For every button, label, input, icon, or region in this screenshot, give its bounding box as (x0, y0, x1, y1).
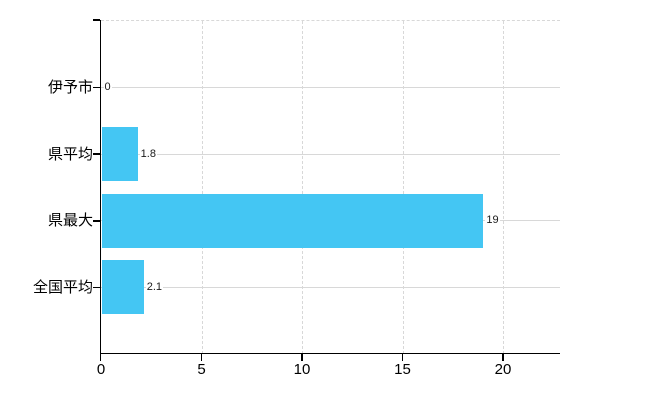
category-label: 全国平均 (32, 278, 93, 296)
x-axis-tick (301, 354, 303, 361)
x-axis-tick (99, 354, 101, 361)
bar-value-label: 0 (103, 81, 112, 95)
x-tick-label: 0 (96, 361, 106, 378)
y-axis-tick (92, 86, 100, 89)
vertical-gridline (402, 21, 404, 354)
chart-bar (101, 260, 144, 315)
y-axis-line (99, 20, 101, 355)
bar-value-label: 1.8 (139, 147, 157, 161)
vertical-gridline (302, 21, 303, 354)
y-axis-tick (92, 220, 100, 222)
x-axis-tick (502, 354, 504, 361)
x-tick-label: 5 (197, 361, 206, 378)
y-axis-tick (92, 286, 100, 289)
x-tick-label: 10 (293, 361, 311, 378)
category-label: 県最大 (47, 212, 93, 230)
horizontal-gridline (101, 286, 560, 288)
x-axis-tick (200, 354, 203, 361)
plot-top-border (101, 20, 560, 21)
chart-bar (101, 127, 138, 182)
x-tick-label: 15 (394, 361, 411, 378)
y-axis-tick (92, 19, 100, 21)
bar-value-label: 2.1 (145, 280, 163, 294)
vertical-gridline (503, 21, 504, 354)
horizontal-gridline (101, 87, 560, 89)
bar-value-label: 19 (485, 214, 500, 228)
vertical-gridline (201, 21, 203, 354)
x-tick-label: 20 (494, 361, 512, 378)
x-axis-line (99, 352, 560, 354)
chart-bar (101, 193, 484, 248)
category-label: 伊予市 (47, 79, 93, 97)
category-label: 県平均 (47, 145, 93, 163)
horizontal-gridline (101, 153, 560, 155)
y-axis-tick (92, 153, 100, 155)
x-axis-tick (401, 354, 404, 361)
